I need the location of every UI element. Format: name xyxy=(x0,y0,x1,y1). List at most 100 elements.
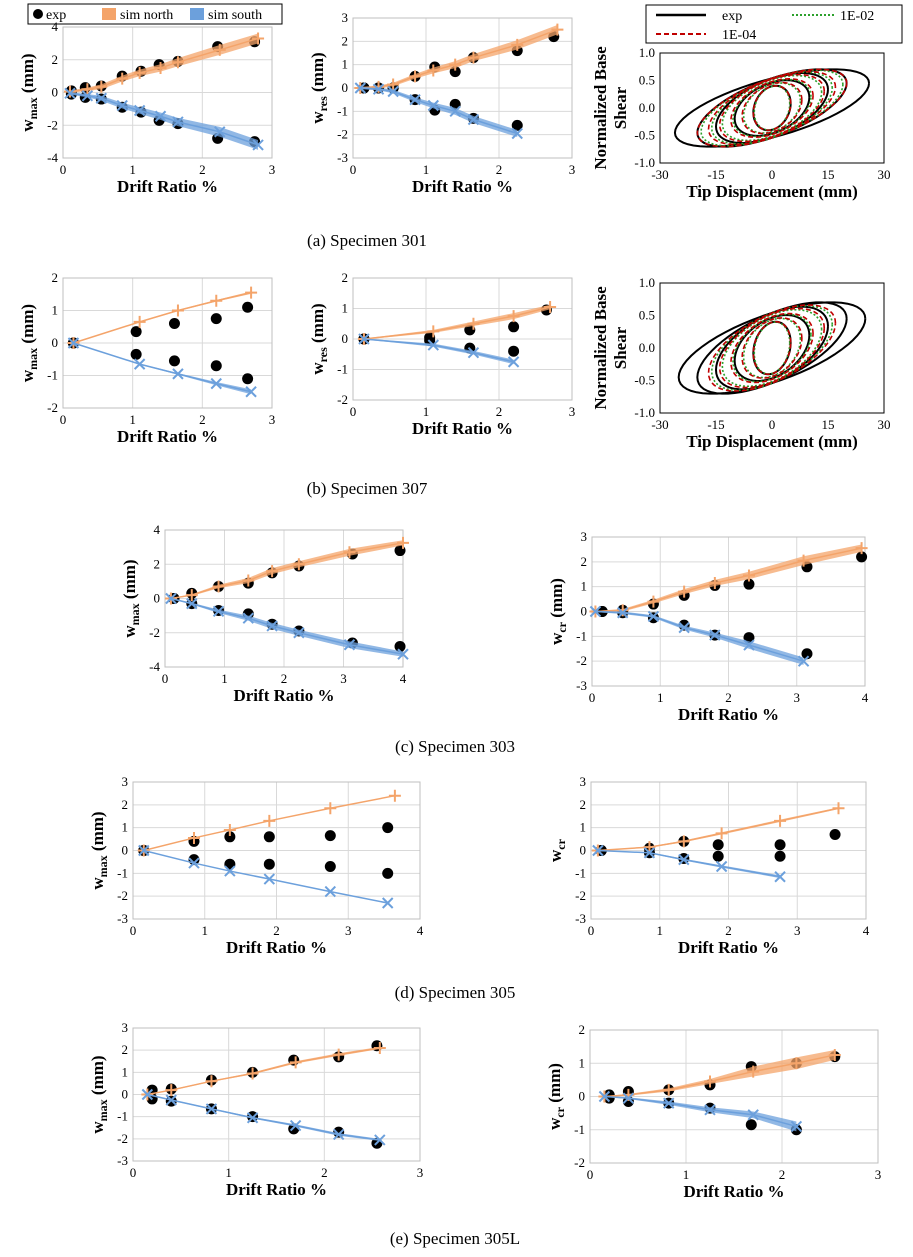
y-axis-title-line1: Normalized Base xyxy=(591,286,610,410)
y-tick-label-2: -1 xyxy=(575,865,586,880)
x-axis-title: Drift Ratio % xyxy=(226,1180,327,1199)
y-tick-label-2: 0.0 xyxy=(639,340,655,355)
south-marker xyxy=(747,1109,759,1121)
chart-a1: 0 1 2 3 -4 -2 0 2 4 Drift Ratio % wmax (mm) xyxy=(18,19,275,196)
y-tick-label-3: 0.5 xyxy=(639,308,655,323)
exp-point xyxy=(743,632,755,644)
north-marker xyxy=(205,1075,218,1088)
north-marker xyxy=(790,1057,803,1070)
y-axis-title-unit: (mm) xyxy=(18,53,37,97)
south-marker xyxy=(186,597,198,610)
y-axis-title: wres (mm) xyxy=(308,303,330,374)
south-marker xyxy=(172,116,184,128)
y-axis-title-main: w xyxy=(547,632,566,645)
north-marker xyxy=(133,315,146,328)
north-marker xyxy=(212,580,225,593)
legend-top-box xyxy=(27,3,283,25)
south-marker xyxy=(354,82,367,94)
y-tick-label-2: -1 xyxy=(117,1109,128,1124)
chart-a2: 0 1 2 3 -3 -2 -1 0 1 2 3 Drift Ratio % wres (mm) xyxy=(308,10,575,196)
sim-1e04-loop-1 xyxy=(741,317,803,379)
north-marker xyxy=(372,80,385,93)
y-tick-label-1: -2 xyxy=(117,1131,128,1146)
plot-frame xyxy=(62,277,273,409)
south-marker xyxy=(324,885,337,898)
y-tick-label-5: 2 xyxy=(581,554,588,569)
south-band xyxy=(147,1094,380,1142)
north-marker xyxy=(171,56,184,69)
y-tick-label-1: -2 xyxy=(337,127,348,142)
south-marker xyxy=(743,639,755,651)
north-marker xyxy=(409,70,422,83)
south-marker xyxy=(797,655,810,667)
south-marker xyxy=(427,99,440,112)
caption-b: (b) Specimen 307 xyxy=(307,479,428,498)
y-axis-title-main: w xyxy=(18,119,37,132)
sim-1e04-loop-5 xyxy=(696,68,848,148)
sim-1e04-loop-1 xyxy=(741,81,803,135)
y-tick-label-1: -1 xyxy=(574,1122,585,1137)
caption-c-group: (c) Specimen 303 xyxy=(395,737,515,756)
south-marker xyxy=(449,105,461,118)
south-marker xyxy=(511,127,523,140)
y-tick-label-1: -2 xyxy=(117,888,128,903)
x-tick-label-4: 4 xyxy=(863,923,870,938)
exp-point xyxy=(712,839,724,851)
legend-hyst-exp-label: exp xyxy=(722,9,742,24)
south-marker xyxy=(242,612,255,624)
chart-a3: -30 -15 0 15 30 -1.0 -0.5 0.0 0.5 1.0 Tip Displace… xyxy=(591,45,891,201)
exp-point xyxy=(263,831,275,843)
sim-1e04-loop-3 xyxy=(718,307,826,389)
y-tick-label-4: 4 xyxy=(52,19,59,34)
y-tick-label-6: 3 xyxy=(122,1020,129,1035)
south-marker xyxy=(212,605,225,618)
exp-point xyxy=(382,822,394,834)
exp-point xyxy=(263,858,275,870)
north-marker xyxy=(292,558,305,571)
north-marker xyxy=(154,61,167,74)
y-tick-label-1: -2 xyxy=(47,117,58,132)
y-tick-label-2: -1 xyxy=(117,865,128,880)
north-band xyxy=(360,25,558,90)
y-tick-label-2: -1 xyxy=(337,103,348,118)
y-axis-title-sub: max xyxy=(26,348,40,370)
x-axis-title: Drift Ratio % xyxy=(412,177,513,196)
south-marker xyxy=(663,1097,675,1109)
y-tick-label-1: -2 xyxy=(576,653,587,668)
north-marker xyxy=(662,1083,675,1096)
south-marker xyxy=(165,1094,177,1106)
x-tick-label-3: 3 xyxy=(875,1167,882,1182)
y-axis-title: wcr (mm) xyxy=(547,578,569,645)
y-tick-label-3: 1 xyxy=(52,303,59,318)
exp-point xyxy=(511,119,523,131)
chart-c1: 0 1 2 3 4 -4 -2 0 2 4 Drift Ratio % wmax (mm) xyxy=(120,522,409,705)
x-tick-label-1: 1 xyxy=(657,923,664,938)
plot-frame xyxy=(62,26,273,159)
y-axis-title: wcr (mm) xyxy=(545,1063,567,1130)
south-marker xyxy=(141,1088,154,1101)
x-tick-label-0: -30 xyxy=(651,167,668,182)
y-tick-label-4: 1 xyxy=(122,1064,129,1079)
x-tick-label-1: 1 xyxy=(423,162,430,177)
y-tick-label-3: 0.5 xyxy=(639,73,655,88)
x-tick-label-3: 15 xyxy=(822,167,835,182)
south-band xyxy=(170,598,403,657)
y-axis-title-sub: cr xyxy=(554,838,568,849)
legend-top: exp sim north sim south xyxy=(27,3,283,25)
north-marker xyxy=(715,827,728,840)
x-tick-label-1: 1 xyxy=(657,690,664,705)
x-tick-label-1: 1 xyxy=(683,1167,690,1182)
y-tick-label-0: -2 xyxy=(47,400,58,415)
y-tick-label-4: 4 xyxy=(154,522,161,537)
y-tick-label-3: 0 xyxy=(580,843,587,858)
plot-frame xyxy=(589,1029,879,1164)
y-tick-label-0: -3 xyxy=(117,911,128,926)
north-marker xyxy=(397,536,409,549)
y-tick-label-2: 0 xyxy=(52,85,59,100)
x-axis-title: Drift Ratio % xyxy=(683,1182,784,1201)
exp-point xyxy=(224,831,236,843)
legend-hysteresis: exp 1E-02 1E-04 xyxy=(645,4,903,44)
north-marker xyxy=(828,1048,841,1061)
exp-point xyxy=(130,326,142,338)
y-axis-title: wres (mm) xyxy=(308,52,330,123)
